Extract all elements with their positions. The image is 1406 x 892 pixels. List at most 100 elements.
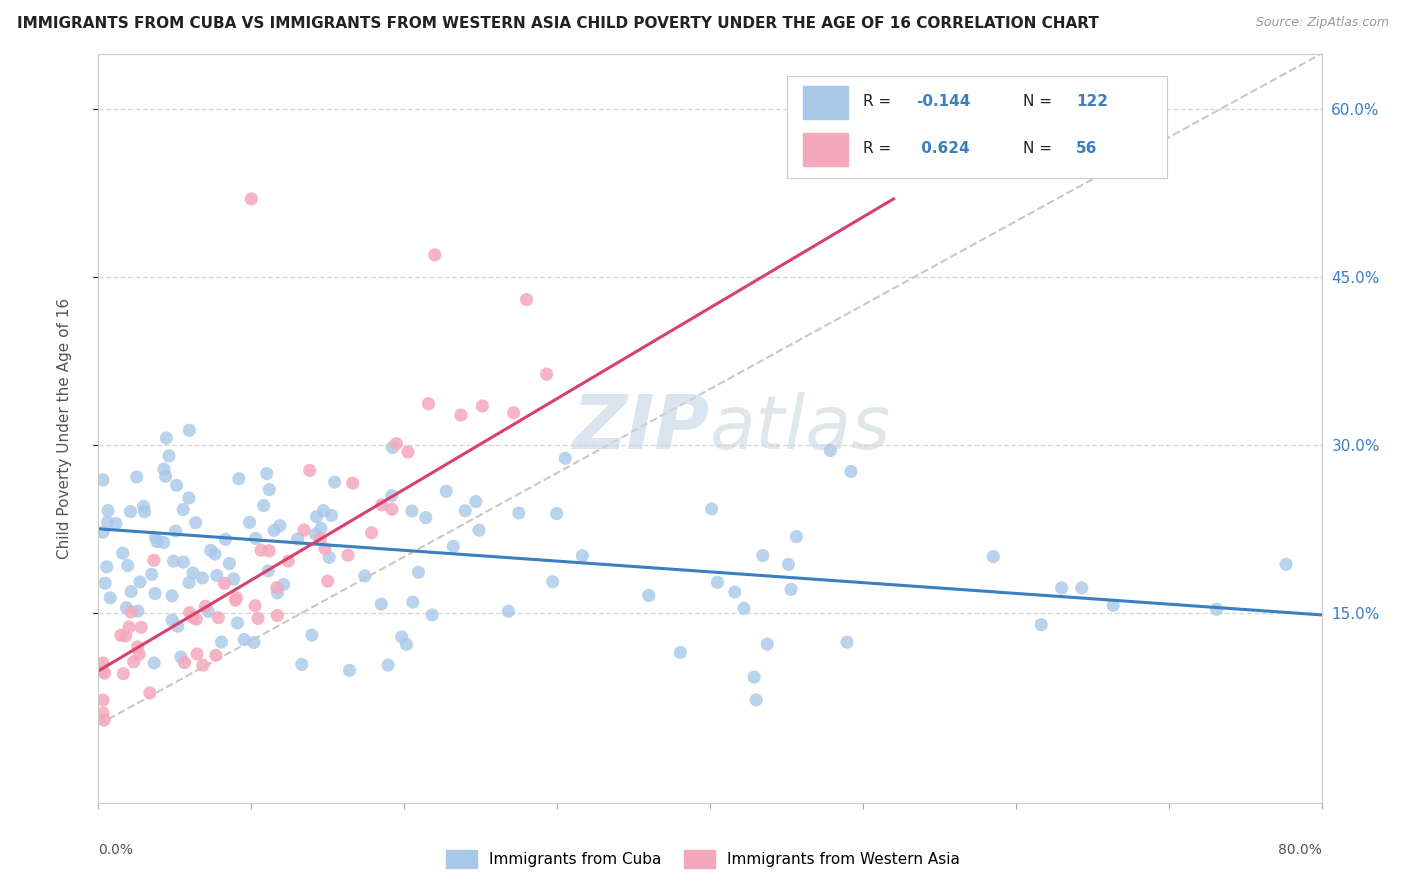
Point [240, 192, 263, 206]
Point [277, 554, 299, 568]
Point [323, 475, 346, 489]
Point [981, 549, 1004, 564]
Text: R =: R = [863, 95, 897, 110]
Point [128, 647, 150, 661]
Point [191, 571, 214, 585]
Point [204, 547, 226, 561]
Text: 56: 56 [1076, 141, 1097, 155]
Point [191, 658, 214, 673]
Point [637, 589, 659, 603]
Point [785, 530, 807, 544]
Point [153, 462, 176, 476]
Point [266, 586, 288, 600]
Point [312, 503, 335, 517]
Point [177, 491, 200, 505]
Point [129, 620, 152, 634]
Point [546, 507, 568, 521]
Point [468, 523, 491, 537]
Point [104, 516, 127, 531]
Bar [803, 133, 848, 166]
Point [408, 566, 430, 580]
Point [669, 645, 692, 659]
Point [228, 472, 250, 486]
Point [214, 576, 236, 591]
Point [214, 533, 236, 547]
Point [337, 548, 360, 562]
Point [1102, 599, 1125, 613]
Point [395, 637, 418, 651]
Point [269, 518, 291, 533]
Point [1031, 617, 1053, 632]
Point [160, 613, 183, 627]
Point [93, 666, 115, 681]
Point [305, 527, 328, 541]
Point [778, 558, 800, 572]
Point [94, 576, 117, 591]
Point [385, 436, 408, 450]
Point [780, 582, 803, 597]
Point [97, 503, 120, 517]
Text: Source: ZipAtlas.com: Source: ZipAtlas.com [1256, 16, 1389, 29]
Point [165, 524, 187, 538]
Text: R =: R = [863, 141, 897, 155]
Point [245, 532, 267, 546]
Point [172, 502, 194, 516]
Point [342, 476, 364, 491]
Point [502, 406, 524, 420]
Point [391, 630, 413, 644]
Point [418, 397, 440, 411]
Point [266, 581, 288, 595]
Point [170, 649, 193, 664]
Point [706, 575, 728, 590]
Point [155, 431, 177, 445]
Point [184, 516, 207, 530]
Point [222, 572, 245, 586]
Point [181, 566, 204, 580]
Point [143, 586, 166, 600]
Point [177, 575, 200, 590]
Point [263, 524, 285, 538]
Point [120, 605, 142, 619]
Point [139, 686, 162, 700]
Point [205, 648, 228, 663]
Point [132, 500, 155, 514]
Point [516, 293, 538, 307]
Point [120, 584, 142, 599]
Point [454, 504, 477, 518]
Point [98, 591, 121, 605]
Text: ZIP: ZIP [572, 392, 710, 465]
Point [129, 574, 152, 589]
Point [273, 577, 295, 591]
Point [111, 546, 134, 560]
Point [752, 549, 775, 563]
Point [179, 606, 201, 620]
Point [226, 615, 249, 630]
Point [117, 558, 139, 573]
Point [127, 640, 149, 654]
Point [321, 508, 343, 523]
Point [197, 605, 219, 619]
Point [91, 693, 114, 707]
Point [211, 635, 233, 649]
Point [381, 502, 404, 516]
Point [256, 467, 278, 481]
Point [207, 610, 229, 624]
Point [166, 619, 188, 633]
Point [441, 539, 464, 553]
Point [298, 463, 321, 477]
Point [309, 532, 332, 546]
Point [205, 568, 228, 582]
Point [91, 706, 114, 721]
Point [450, 408, 472, 422]
Point [91, 656, 114, 670]
Point [571, 549, 593, 563]
Point [309, 521, 332, 535]
Text: N =: N = [1022, 95, 1056, 110]
Point [498, 604, 520, 618]
Point [253, 499, 276, 513]
Point [464, 494, 486, 508]
Point [141, 567, 163, 582]
Point [96, 559, 118, 574]
Point [172, 555, 194, 569]
Text: IMMIGRANTS FROM CUBA VS IMMIGRANTS FROM WESTERN ASIA CHILD POVERTY UNDER THE AGE: IMMIGRANTS FROM CUBA VS IMMIGRANTS FROM … [17, 16, 1098, 31]
